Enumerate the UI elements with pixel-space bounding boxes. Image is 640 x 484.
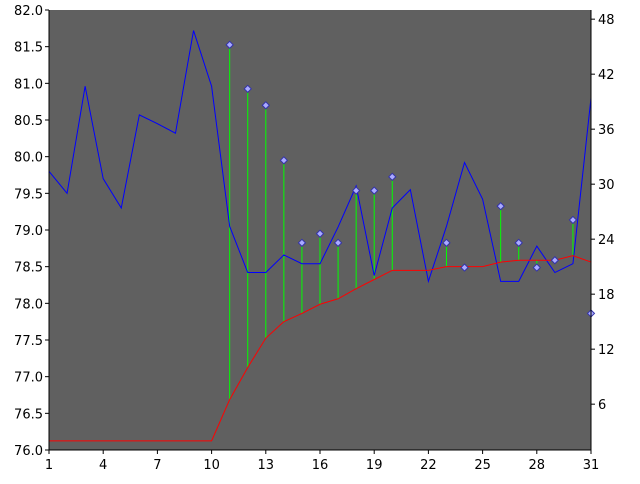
left-tick-label: 77.0 bbox=[14, 371, 43, 386]
diamond-marker bbox=[351, 186, 361, 195]
red-series-line bbox=[49, 255, 592, 442]
diamond-marker bbox=[496, 201, 505, 211]
left-tick-label: 81.0 bbox=[14, 77, 43, 92]
diamond-marker bbox=[532, 263, 542, 272]
left-tick-label: 78.0 bbox=[14, 297, 43, 312]
x-tick-label: 19 bbox=[366, 458, 383, 473]
diamond-marker bbox=[297, 238, 307, 248]
right-tick-label: 24 bbox=[598, 233, 615, 248]
x-tick-label: 1 bbox=[45, 458, 53, 473]
right-tick-label: 48 bbox=[598, 13, 615, 28]
diamond-marker bbox=[315, 229, 325, 238]
diamond-marker bbox=[279, 156, 289, 165]
left-tick-label: 78.5 bbox=[14, 261, 43, 276]
right-tick-label: 42 bbox=[598, 68, 615, 83]
right-tick-label: 30 bbox=[598, 178, 615, 193]
blue-series-line bbox=[48, 30, 592, 284]
left-tick-label: 80.5 bbox=[14, 114, 43, 129]
x-tick-label: 22 bbox=[420, 458, 437, 473]
x-tick-label: 7 bbox=[153, 458, 161, 473]
diamond-marker bbox=[369, 186, 379, 195]
right-tick-label: 36 bbox=[598, 123, 615, 138]
x-tick-label: 28 bbox=[529, 458, 546, 473]
left-tick-label: 76.0 bbox=[14, 444, 43, 459]
x-tick-label: 4 bbox=[99, 458, 107, 473]
right-axis-ticks: 6 12 18 24 30 36 42 48 bbox=[591, 13, 615, 413]
diamond-marker bbox=[388, 172, 397, 182]
left-axis-ticks: 76.0 76.5 77.0 77.5 78.0 78.5 79.0 79.5 80.0 80.5… bbox=[14, 4, 49, 459]
diamond-marker bbox=[243, 84, 252, 94]
x-tick-label: 13 bbox=[258, 458, 275, 473]
left-tick-label: 81.5 bbox=[14, 41, 43, 56]
diamond-marker bbox=[333, 238, 343, 248]
left-tick-label: 80.0 bbox=[14, 151, 43, 166]
right-tick-label: 12 bbox=[598, 343, 615, 358]
diamond-marker bbox=[225, 40, 234, 50]
left-tick-label: 79.0 bbox=[14, 224, 43, 239]
x-tick-label: 25 bbox=[474, 458, 491, 473]
right-tick-label: 6 bbox=[598, 398, 606, 413]
x-tick-label: 31 bbox=[583, 458, 600, 473]
left-tick-label: 82.0 bbox=[14, 4, 43, 19]
diamond-marker bbox=[261, 101, 271, 110]
diamond-marker bbox=[550, 256, 560, 265]
x-tick-label: 16 bbox=[312, 458, 329, 473]
x-axis-ticks: 1 4 7 10 13 16 19 22 25 28 31 bbox=[45, 450, 599, 473]
series-layer bbox=[48, 30, 592, 442]
x-tick-label: 10 bbox=[203, 458, 220, 473]
diamond-marker bbox=[460, 263, 469, 272]
left-tick-label: 77.5 bbox=[14, 334, 43, 349]
left-tick-label: 76.5 bbox=[14, 407, 43, 422]
diamond-marker bbox=[442, 238, 451, 248]
diamond-marker bbox=[568, 215, 578, 225]
markers-layer bbox=[225, 40, 596, 318]
diamond-marker bbox=[514, 238, 523, 248]
right-tick-label: 18 bbox=[598, 288, 615, 303]
left-tick-label: 79.5 bbox=[14, 187, 43, 202]
